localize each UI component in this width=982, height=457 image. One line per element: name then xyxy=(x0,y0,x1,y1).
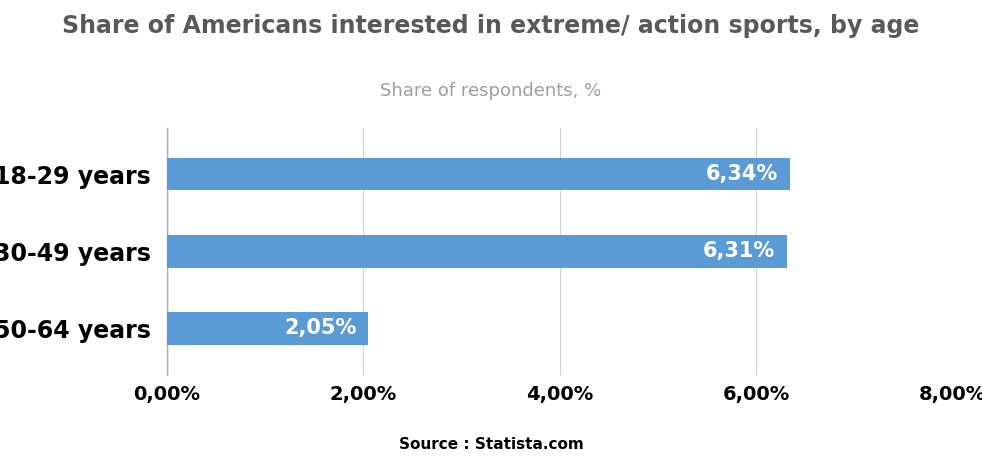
Bar xyxy=(167,235,787,267)
Text: 6,31%: 6,31% xyxy=(702,241,775,261)
Text: 2,05%: 2,05% xyxy=(284,319,356,339)
Bar xyxy=(167,158,790,191)
Text: 6,34%: 6,34% xyxy=(705,164,778,184)
Text: Source : Statista.com: Source : Statista.com xyxy=(399,437,583,452)
Text: Share of respondents, %: Share of respondents, % xyxy=(380,82,602,100)
Bar xyxy=(167,312,368,345)
Text: Share of Americans interested in extreme/ action sports, by age: Share of Americans interested in extreme… xyxy=(62,14,920,38)
